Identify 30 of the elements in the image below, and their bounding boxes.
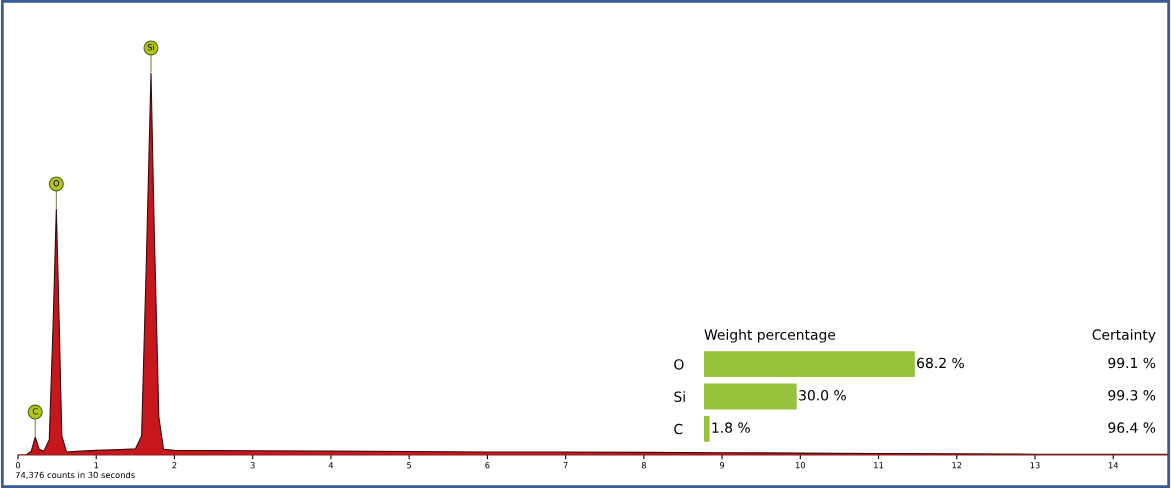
annotation: Si bbox=[147, 43, 155, 51]
annotation: C bbox=[32, 408, 38, 415]
y-tick-label: C bbox=[674, 423, 683, 435]
annotation: O bbox=[53, 180, 60, 187]
annotation: 99.3 % bbox=[1108, 390, 1156, 401]
data-label: 1.8 % bbox=[712, 422, 750, 433]
x-tick-label: 1 bbox=[94, 462, 99, 469]
y-tick-label: Si bbox=[674, 391, 685, 402]
x-tick-label: 13 bbox=[1030, 462, 1040, 469]
data-label: 30.0 % bbox=[799, 390, 846, 401]
text: Certainty bbox=[1092, 329, 1156, 343]
x-tick-label: 8 bbox=[641, 462, 646, 469]
x-tick-label: 2 bbox=[172, 462, 177, 469]
x-tick-label: 11 bbox=[874, 462, 884, 469]
x-tick-label: 14 bbox=[1108, 462, 1119, 469]
x-tick-label: 6 bbox=[485, 462, 490, 469]
x-tick-label: 5 bbox=[407, 462, 412, 469]
annotation: 96.4 % bbox=[1108, 422, 1156, 433]
annotation: 99.1 % bbox=[1108, 357, 1156, 369]
x-tick-label: 0 bbox=[15, 462, 21, 469]
x-tick-label: 9 bbox=[719, 462, 725, 469]
x-tick-label: 3 bbox=[250, 462, 255, 469]
x-tick-label: 10 bbox=[795, 462, 806, 469]
x-tick-label: 7 bbox=[563, 462, 568, 469]
data-label: 68.2 % bbox=[917, 357, 964, 369]
chart-title: Weight percentage bbox=[704, 329, 836, 343]
x-tick-label: 12 bbox=[952, 462, 962, 469]
y-tick-label: O bbox=[674, 359, 684, 370]
x-tick-label: 4 bbox=[328, 462, 334, 469]
text: 74,376 counts in 30 seconds bbox=[15, 471, 135, 479]
